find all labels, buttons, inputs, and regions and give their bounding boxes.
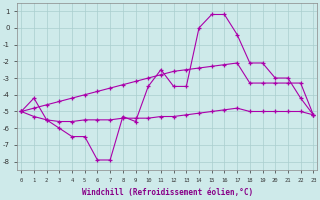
X-axis label: Windchill (Refroidissement éolien,°C): Windchill (Refroidissement éolien,°C): [82, 188, 253, 197]
